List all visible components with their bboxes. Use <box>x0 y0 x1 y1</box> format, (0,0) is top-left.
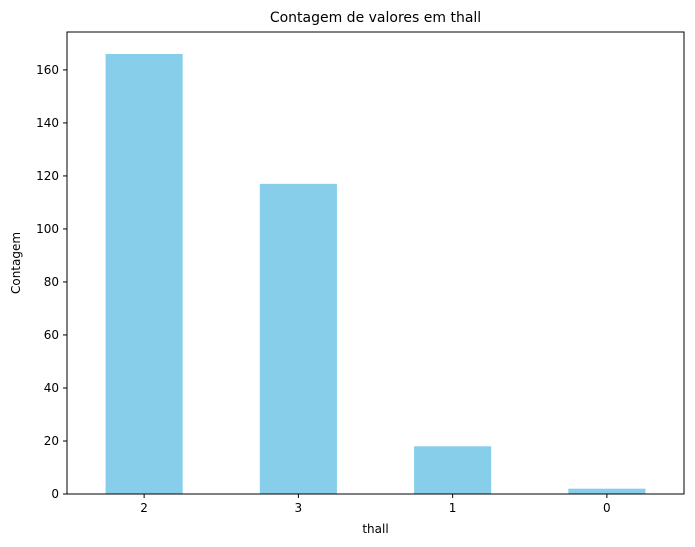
y-tick-label: 160 <box>36 63 59 77</box>
bar-3 <box>259 183 337 494</box>
plot-frame <box>66 31 685 495</box>
x-tick-label: 0 <box>603 501 611 515</box>
y-tick-label: 140 <box>36 116 59 130</box>
x-axis: 2 3 1 0 <box>140 494 611 515</box>
y-tick-label: 60 <box>44 328 59 342</box>
y-tick-label: 120 <box>36 169 59 183</box>
x-tick-label: 1 <box>449 501 457 515</box>
y-axis-label: Contagem <box>9 232 23 294</box>
y-tick-label: 0 <box>51 487 59 501</box>
bar-2 <box>105 54 183 494</box>
x-tick-label: 2 <box>140 501 148 515</box>
plot-area: 0 20 40 60 80 100 120 140 160 2 3 1 0 <box>36 31 685 515</box>
x-tick-label: 3 <box>295 501 303 515</box>
y-tick-label: 40 <box>44 381 59 395</box>
chart-title: Contagem de valores em thall <box>270 10 481 26</box>
y-tick-label: 100 <box>36 222 59 236</box>
y-axis: 0 20 40 60 80 100 120 140 160 <box>36 63 67 501</box>
y-tick-label: 80 <box>44 275 59 289</box>
x-axis-label: thall <box>362 522 388 536</box>
y-tick-label: 20 <box>44 434 59 448</box>
bar-0 <box>568 488 646 494</box>
bars-group <box>105 54 646 494</box>
bar-1 <box>414 446 492 494</box>
